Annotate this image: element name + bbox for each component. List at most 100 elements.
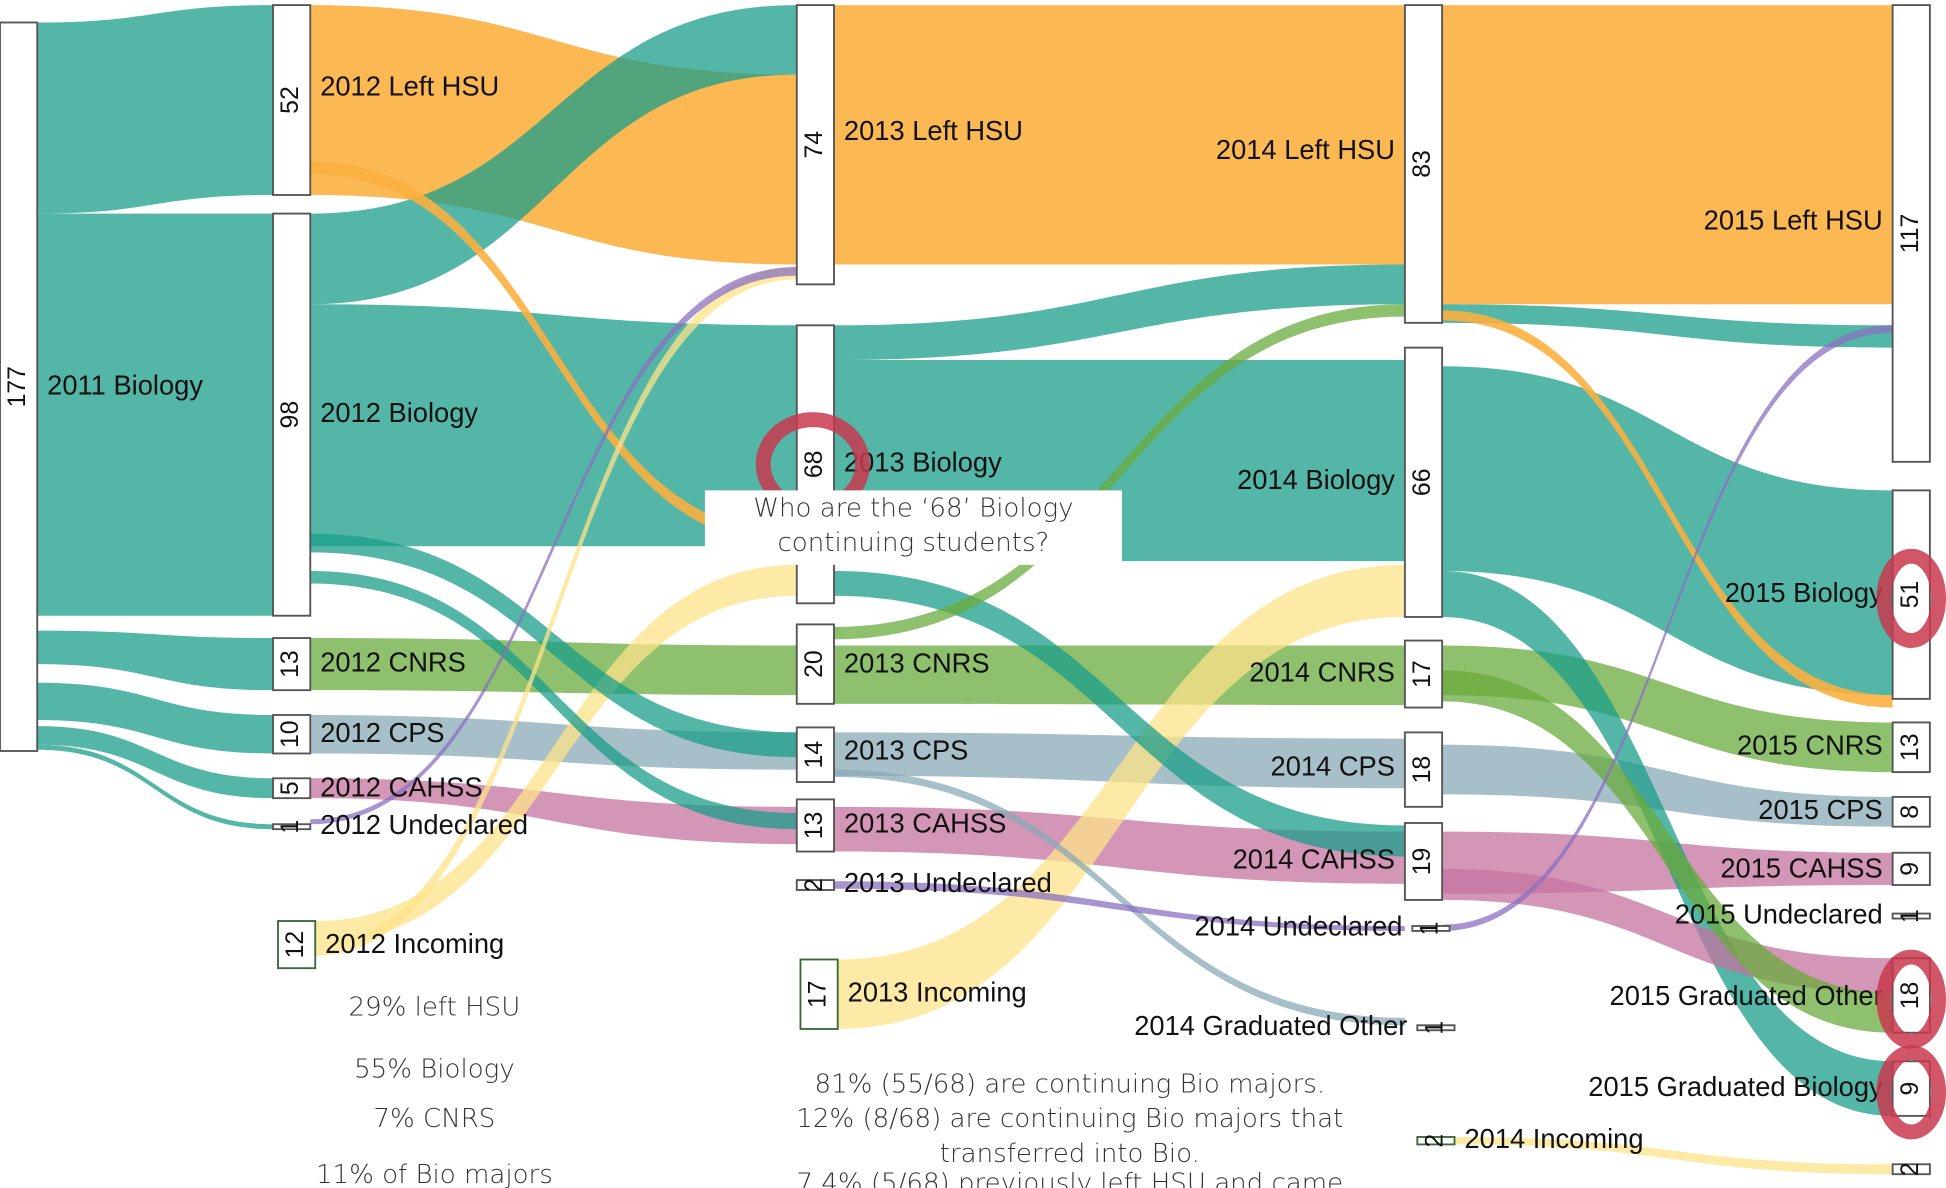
node-value: 17 xyxy=(805,980,832,1008)
node-label: 2012 Left HSU xyxy=(320,70,499,101)
node-value: 17 xyxy=(1409,660,1436,688)
node-value: 117 xyxy=(1897,214,1924,254)
node-bar xyxy=(272,637,312,692)
left-note: 55% Biology xyxy=(354,1054,515,1084)
node-bar xyxy=(1403,822,1444,901)
node-bar xyxy=(1416,1024,1456,1032)
flow xyxy=(834,881,1405,931)
highlight-circle xyxy=(1876,949,1946,1049)
callout-box xyxy=(704,490,1122,565)
node-label: 2015 Biology xyxy=(1725,577,1883,608)
node-label: 2013 CPS xyxy=(844,734,968,765)
highlight-circle xyxy=(1876,548,1946,648)
flow xyxy=(310,304,797,547)
node-bar xyxy=(272,714,312,755)
node-bar xyxy=(1403,731,1444,808)
node-bar xyxy=(1891,1060,1931,1117)
flow xyxy=(834,571,1405,857)
node-label: 2014 Left HSU xyxy=(1216,134,1395,165)
node-value: 1 xyxy=(1417,922,1444,936)
flow xyxy=(37,726,274,799)
flow xyxy=(310,161,797,547)
node-label: 2012 Incoming xyxy=(325,928,504,959)
node-value: 51 xyxy=(1897,581,1924,609)
node-label: 2015 CAHSS xyxy=(1720,852,1882,883)
notes: Who are the ‘68’ Biology continuing stude… xyxy=(316,412,1946,1188)
node-value: 68 xyxy=(801,451,828,479)
node-value: 12 xyxy=(282,931,309,959)
node-value: 13 xyxy=(277,650,304,678)
flow xyxy=(1442,744,1893,827)
node-bar xyxy=(272,4,312,196)
node-bar xyxy=(1403,4,1444,324)
flow xyxy=(1442,5,1893,305)
node-bar xyxy=(1891,795,1931,828)
node-value: 9 xyxy=(1897,1082,1924,1096)
callout-text: continuing students? xyxy=(777,528,1049,558)
flow xyxy=(37,5,274,214)
node-bar xyxy=(1891,4,1931,463)
node-value: 2 xyxy=(1421,1134,1448,1148)
node-label: 2012 Biology xyxy=(320,397,478,428)
node-value: 20 xyxy=(801,650,828,678)
left-note: 7% CNRS xyxy=(373,1104,495,1134)
node-label: 2015 CNRS xyxy=(1737,729,1883,760)
flow xyxy=(1442,304,1893,348)
left-note: 29% left HSU xyxy=(348,992,520,1022)
highlight-circle xyxy=(1876,1045,1946,1140)
node-bar xyxy=(272,212,312,617)
flow xyxy=(310,5,797,305)
flow xyxy=(1454,1136,1893,1175)
node-bar xyxy=(795,879,835,891)
node-label: 2013 Biology xyxy=(844,447,1002,478)
middle-note: 12% (8/68) are continuing Bio majors tha… xyxy=(796,1104,1343,1134)
flow xyxy=(834,806,1405,884)
node-bar xyxy=(795,623,835,705)
node-bar xyxy=(1416,1136,1456,1146)
flow xyxy=(315,266,797,956)
node-value: 8 xyxy=(1897,805,1924,819)
flow xyxy=(310,533,797,758)
flow xyxy=(1442,670,1893,1033)
node-bar xyxy=(1891,851,1931,886)
flows xyxy=(37,5,1893,1175)
node-value: 5 xyxy=(277,781,304,795)
flow xyxy=(310,638,797,696)
flow xyxy=(1442,366,1893,696)
node-label: 2013 CAHSS xyxy=(844,808,1006,839)
node-bar xyxy=(795,726,835,783)
flow xyxy=(310,778,797,845)
node-label: 2015 Undeclared xyxy=(1675,898,1883,929)
node-label: 2014 Biology xyxy=(1237,464,1395,495)
node-bar xyxy=(0,21,39,752)
flow xyxy=(1442,310,1893,708)
flow xyxy=(37,682,274,754)
node-value: 13 xyxy=(1897,733,1924,761)
flow xyxy=(1442,645,1893,773)
node-bar xyxy=(1403,639,1444,709)
node-value: 66 xyxy=(1409,468,1436,496)
node-label: 2014 CPS xyxy=(1271,751,1395,782)
flow xyxy=(310,571,797,830)
node-label: 2013 Left HSU xyxy=(844,115,1023,146)
node-bar xyxy=(1891,489,1931,700)
node-value: 14 xyxy=(801,741,828,769)
node-label: 2015 Left HSU xyxy=(1704,205,1883,236)
node-label: 2012 CAHSS xyxy=(320,772,482,803)
node-value: 18 xyxy=(1897,982,1924,1010)
node-bar xyxy=(1403,346,1444,618)
node-label: 2011 Biology xyxy=(47,370,203,401)
node-label: 2012 CPS xyxy=(320,717,444,748)
flow xyxy=(310,715,797,770)
middle-note: 81% (55/68) are continuing Bio majors. xyxy=(814,1069,1325,1099)
flow xyxy=(315,564,797,944)
flow xyxy=(834,769,1405,1026)
node-label: 2013 Incoming xyxy=(848,976,1027,1007)
flow xyxy=(37,213,274,616)
node-bar xyxy=(1411,925,1451,932)
node-label: 2012 Undeclared xyxy=(320,809,528,840)
flow xyxy=(834,732,1405,789)
node-bar xyxy=(1891,721,1931,774)
